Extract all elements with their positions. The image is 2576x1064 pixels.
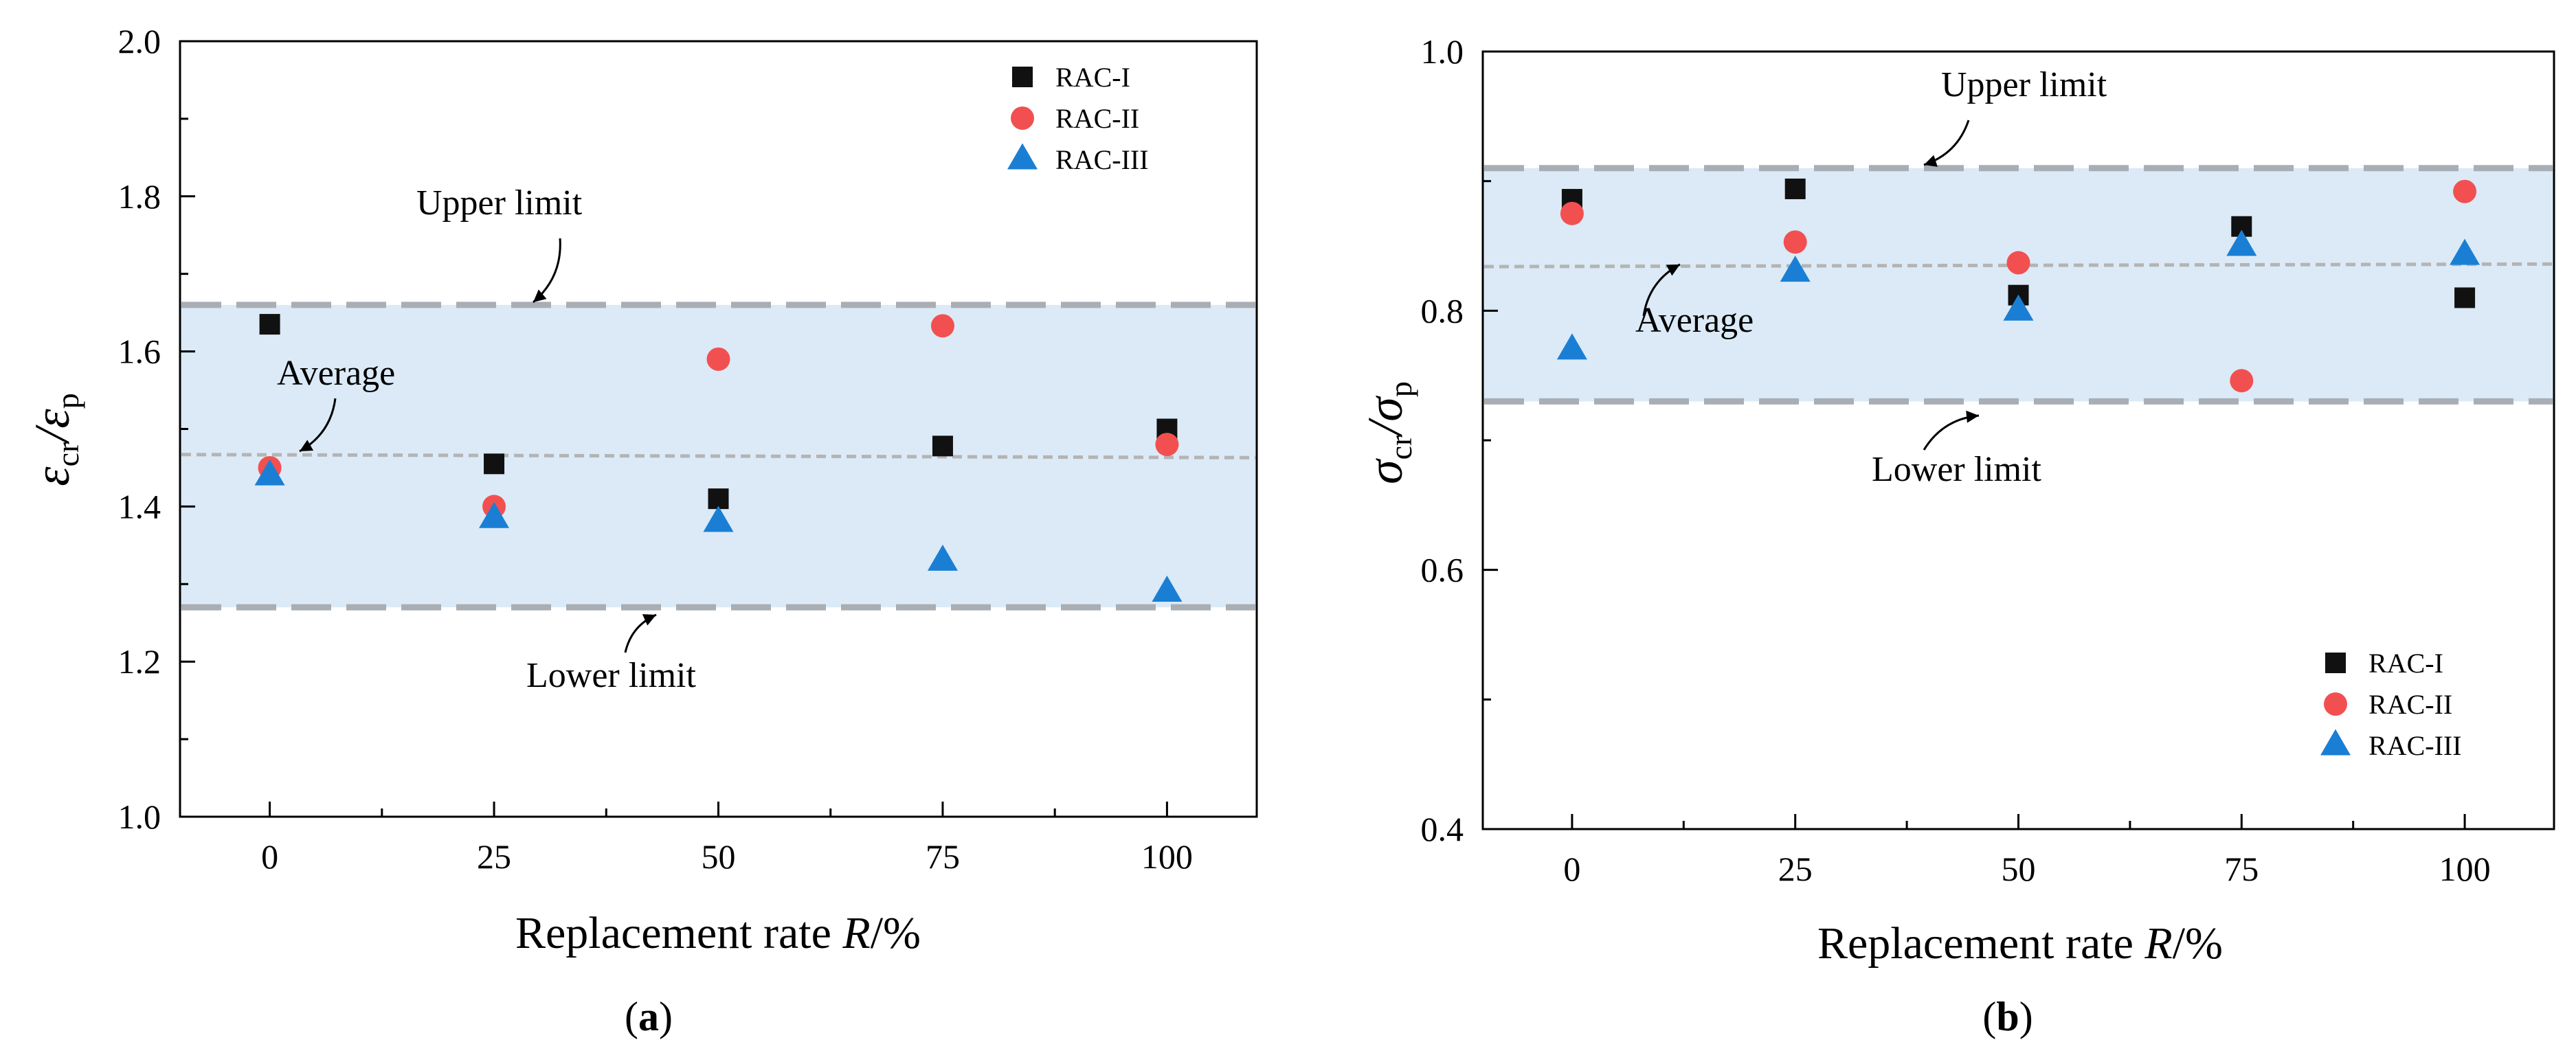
marker-rac-i-25 [484,453,505,475]
y-tick-label: 0.6 [1421,551,1464,589]
legend-marker-rac-i [1012,67,1033,87]
legend-label-rac-i: RAC-I [2368,648,2443,679]
marker-rac-ii-0 [1560,201,1584,225]
x-tick-label: 50 [2002,850,2036,888]
marker-rac-i-75 [932,435,953,457]
y-tick-label: 1.6 [118,332,161,371]
average-arrow-head [300,440,314,451]
x-tick-label: 0 [1563,850,1580,888]
x-axis-title: Replacement rate R/% [515,908,921,958]
legend-label-rac-ii: RAC-II [1055,103,1139,134]
legend-marker-rac-ii [2324,692,2347,716]
marker-rac-iii-25 [1780,256,1811,282]
marker-rac-ii-100 [1155,433,1179,457]
average-label: Average [277,354,395,393]
upper-limit-label: Upper limit [416,183,583,223]
x-tick-label: 100 [1141,837,1193,876]
panel-b: 0.4 0.6 0.8 1.0 0 25 50 75 100 RAC-I RAC-II RAC-III… [1358,32,2555,1039]
legend-label-rac-iii: RAC-III [1055,144,1149,175]
limit-band [1483,168,2554,402]
marker-rac-ii-100 [2453,179,2477,203]
y-tick-label: 0.8 [1421,291,1464,330]
marker-rac-i-50 [708,488,729,510]
lower-limit-arrow-head [1966,410,1979,423]
upper-limit-label: Upper limit [1941,65,2107,104]
average-label: Average [1635,301,1754,340]
y-tick-label: 1.0 [1421,32,1464,71]
marker-rac-iii-50 [2003,294,2034,321]
marker-rac-i-100 [2454,287,2476,308]
marker-rac-i-25 [1784,178,1806,199]
y-tick-label: 1.8 [118,177,161,216]
x-tick-label: 75 [926,837,960,876]
lower-limit-label: Lower limit [1872,450,2042,489]
marker-rac-ii-75 [930,314,954,338]
y-axis-title: σcr/σp [1358,381,1418,484]
y-tick-label: 1.2 [118,642,161,681]
x-tick-label: 50 [702,837,736,876]
marker-rac-iii-100 [1152,576,1183,602]
x-tick-label: 75 [2224,850,2259,888]
marker-rac-ii-50 [706,347,730,371]
lower-limit-label: Lower limit [526,656,697,695]
average-line [181,453,1256,460]
marker-rac-iii-0 [254,459,285,486]
marker-rac-iii-25 [479,501,510,528]
lower-limit-arrow-line [624,613,657,653]
x-tick-label: 25 [1778,850,1813,888]
upper-limit-arrow-head [1924,155,1938,167]
marker-rac-ii-75 [2230,369,2254,393]
average-arrow-head [1666,264,1680,276]
marker-rac-ii-25 [1783,230,1807,254]
marker-rac-iii-75 [2226,229,2257,256]
y-tick-label: 2.0 [118,22,161,60]
x-axis-title: Replacement rate R/% [1817,918,2223,969]
panel-a: 1.0 1.2 1.4 1.6 1.8 2.0 0 25 50 75 100 RAC-I RAC-II R… [25,22,1258,1039]
y-tick-label: 1.0 [118,797,161,836]
marker-rac-iii-50 [703,506,734,532]
panel-label: (b) [1982,994,2032,1039]
legend-label-rac-i: RAC-I [1055,62,1130,93]
x-tick-label: 25 [477,837,511,876]
marker-rac-iii-75 [927,544,958,571]
marker-rac-ii-50 [2006,251,2030,275]
legend-marker-rac-iii [1007,143,1038,170]
y-tick-label: 0.4 [1421,810,1464,848]
marker-rac-iii-0 [1556,333,1587,360]
legend-label-rac-ii: RAC-II [2368,689,2452,720]
legend-marker-rac-ii [1011,106,1034,130]
y-axis-title: εcr/εp [25,393,85,486]
lower-limit-arrow-line [1923,414,1980,451]
y-tick-label: 1.4 [118,487,161,525]
legend-label-rac-iii: RAC-III [2368,730,2462,761]
x-tick-label: 0 [261,837,278,876]
panel-label: (a) [625,994,673,1039]
upper-limit-arrow-head [533,289,547,302]
marker-rac-iii-100 [2450,238,2480,265]
legend-marker-rac-iii [2320,729,2351,756]
lower-limit-arrow-head [642,614,656,626]
marker-rac-i-0 [259,314,280,335]
legend-marker-rac-i [2325,653,2346,673]
x-tick-label: 100 [2439,850,2491,888]
